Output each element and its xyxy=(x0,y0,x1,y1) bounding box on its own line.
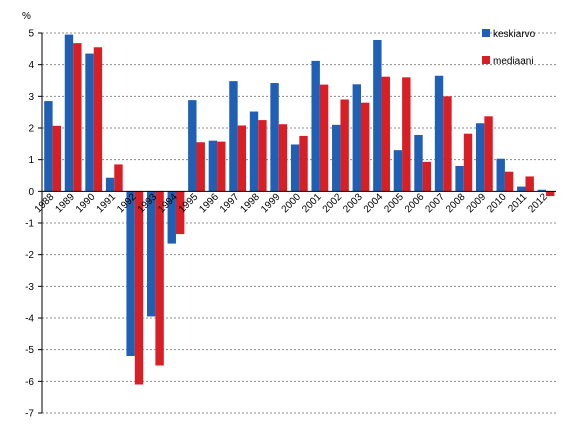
bar-keskiarvo-1995 xyxy=(188,100,197,192)
bar-keskiarvo-1989 xyxy=(64,34,74,192)
bar-mediaani-2003 xyxy=(361,102,370,192)
bar-mediaani-1993 xyxy=(155,191,164,366)
y-tick-label: -1 xyxy=(25,219,34,230)
legend: keskiarvo mediaani xyxy=(482,29,536,67)
bar-keskiarvo-2002 xyxy=(332,124,341,192)
bar-keskiarvo-2005 xyxy=(393,150,403,192)
bar-mediaani-1992 xyxy=(134,191,144,385)
x-tick-label-2001: 2001 xyxy=(300,191,324,215)
bar-keskiarvo-2008 xyxy=(455,166,464,192)
bar-mediaani-2006 xyxy=(422,161,432,192)
bar-mediaani-1995 xyxy=(196,142,205,192)
y-tick-label: 1 xyxy=(28,155,34,166)
bar-mediaani-1999 xyxy=(278,124,288,192)
x-tick-label-1988: 1988 xyxy=(33,191,57,215)
x-tick-label-2008: 2008 xyxy=(444,191,468,215)
bar-mediaani-1990 xyxy=(93,47,103,192)
x-tick-label-1989: 1989 xyxy=(53,191,77,215)
x-tick-label-2011: 2011 xyxy=(506,191,529,214)
bar-keskiarvo-1997 xyxy=(229,81,238,192)
x-tick-label-2000: 2000 xyxy=(280,191,304,215)
x-tick-label-2002: 2002 xyxy=(321,191,345,215)
bar-keskiarvo-1996 xyxy=(208,140,218,192)
bar-mediaani-2007 xyxy=(443,96,452,192)
y-unit-label: % xyxy=(22,11,31,22)
bar-mediaani-2005 xyxy=(402,77,411,192)
bar-mediaani-1994 xyxy=(175,191,185,235)
x-tick-label-2003: 2003 xyxy=(341,191,365,215)
bar-keskiarvo-2011 xyxy=(517,186,526,192)
x-tick-label-1997: 1997 xyxy=(218,191,242,215)
y-tick-label: -4 xyxy=(25,314,34,325)
bar-mediaani-2009 xyxy=(484,116,493,192)
x-tick-label-2004: 2004 xyxy=(362,191,386,215)
y-tick-label: -5 xyxy=(25,345,34,356)
legend-swatch-mediaani xyxy=(482,56,490,64)
x-tick-label-1991: 1991 xyxy=(95,191,119,215)
y-tick-label: -6 xyxy=(25,377,34,388)
bar-keskiarvo-1992 xyxy=(126,191,135,356)
bar-keskiarvo-2009 xyxy=(475,123,485,192)
legend-label-mediaani: mediaani xyxy=(493,56,534,67)
x-tick-label-2007: 2007 xyxy=(424,191,448,215)
bar-mediaani-2010 xyxy=(504,171,514,192)
bar-mediaani-2001 xyxy=(319,84,329,192)
bar-mediaani-2008 xyxy=(463,133,473,192)
legend-label-keskiarvo: keskiarvo xyxy=(493,29,536,40)
bar-keskiarvo-1999 xyxy=(270,83,279,192)
bar-keskiarvo-1993 xyxy=(147,191,156,317)
bar-mediaani-2011 xyxy=(525,176,534,192)
y-tick-label: 2 xyxy=(28,124,34,135)
y-tick-label: -3 xyxy=(25,282,34,293)
bar-mediaani-1989 xyxy=(73,43,82,192)
x-tick-label-2006: 2006 xyxy=(403,191,427,215)
x-tick-label-1996: 1996 xyxy=(197,191,221,215)
bar-keskiarvo-2004 xyxy=(373,39,382,192)
y-tick-label: 3 xyxy=(28,92,34,103)
bar-keskiarvo-1990 xyxy=(85,53,94,192)
bar-keskiarvo-1991 xyxy=(105,177,115,192)
bar-keskiarvo-2001 xyxy=(311,60,320,192)
bar-keskiarvo-2000 xyxy=(290,144,300,192)
bar-keskiarvo-2003 xyxy=(352,84,361,192)
legend-swatch-keskiarvo xyxy=(482,29,490,37)
bar-mediaani-2012 xyxy=(546,191,555,197)
y-tick-label: 0 xyxy=(28,187,34,198)
y-tick-label: 4 xyxy=(28,60,34,71)
x-tick-label-1999: 1999 xyxy=(259,191,283,215)
gridlines xyxy=(42,32,556,414)
bar-mediaani-2004 xyxy=(381,76,390,192)
y-tick-label: -7 xyxy=(25,409,34,420)
bar-keskiarvo-1994 xyxy=(167,191,176,244)
bars xyxy=(44,34,555,385)
x-tick-label-1998: 1998 xyxy=(238,191,262,215)
bar-mediaani-1998 xyxy=(258,120,267,192)
bar-keskiarvo-1998 xyxy=(249,111,259,192)
y-axis-ticks: 5 4 3 2 1 0 -1 -2 -3 -4 -5 -6 -7 xyxy=(25,29,42,420)
bar-mediaani-1988 xyxy=(52,125,61,192)
bar-keskiarvo-2010 xyxy=(496,158,505,192)
bar-mediaani-1997 xyxy=(237,125,247,192)
y-tick-label: -2 xyxy=(25,250,34,261)
bar-keskiarvo-2007 xyxy=(434,75,444,192)
bar-keskiarvo-1988 xyxy=(44,101,53,192)
bar-keskiarvo-2006 xyxy=(414,134,423,192)
x-tick-label-2009: 2009 xyxy=(465,191,489,215)
bar-mediaani-2002 xyxy=(340,99,349,192)
x-tick-label-2005: 2005 xyxy=(382,191,406,215)
bar-mediaani-2000 xyxy=(299,135,308,192)
bar-mediaani-1991 xyxy=(114,164,123,192)
x-tick-label-2010: 2010 xyxy=(485,191,509,215)
x-tick-label-1990: 1990 xyxy=(74,191,98,215)
x-axis-labels: 1988198919901991199219931994199519961997… xyxy=(33,191,550,215)
bar-mediaani-1996 xyxy=(217,141,226,192)
y-tick-label: 5 xyxy=(28,29,34,40)
bar-keskiarvo-2012 xyxy=(537,189,547,192)
